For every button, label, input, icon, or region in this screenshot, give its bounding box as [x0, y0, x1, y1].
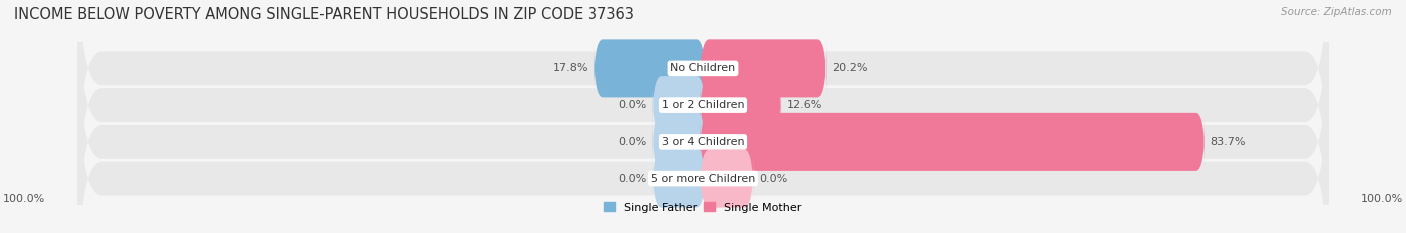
FancyBboxPatch shape	[77, 48, 1329, 233]
Text: 0.0%: 0.0%	[619, 174, 647, 184]
Text: 1 or 2 Children: 1 or 2 Children	[662, 100, 744, 110]
FancyBboxPatch shape	[652, 150, 706, 208]
Text: 0.0%: 0.0%	[619, 137, 647, 147]
Text: 0.0%: 0.0%	[759, 174, 787, 184]
Text: 5 or more Children: 5 or more Children	[651, 174, 755, 184]
FancyBboxPatch shape	[652, 76, 706, 134]
Text: 83.7%: 83.7%	[1211, 137, 1246, 147]
Text: 100.0%: 100.0%	[1361, 194, 1403, 204]
FancyBboxPatch shape	[77, 0, 1329, 233]
FancyBboxPatch shape	[700, 39, 827, 97]
Text: 3 or 4 Children: 3 or 4 Children	[662, 137, 744, 147]
Legend: Single Father, Single Mother: Single Father, Single Mother	[605, 202, 801, 212]
Text: Source: ZipAtlas.com: Source: ZipAtlas.com	[1281, 7, 1392, 17]
Text: INCOME BELOW POVERTY AMONG SINGLE-PARENT HOUSEHOLDS IN ZIP CODE 37363: INCOME BELOW POVERTY AMONG SINGLE-PARENT…	[14, 7, 634, 22]
FancyBboxPatch shape	[77, 0, 1329, 199]
FancyBboxPatch shape	[77, 12, 1329, 233]
Text: 12.6%: 12.6%	[787, 100, 823, 110]
FancyBboxPatch shape	[593, 39, 706, 97]
FancyBboxPatch shape	[700, 113, 1205, 171]
Text: 17.8%: 17.8%	[553, 63, 588, 73]
Text: 100.0%: 100.0%	[3, 194, 45, 204]
FancyBboxPatch shape	[652, 113, 706, 171]
Text: 0.0%: 0.0%	[619, 100, 647, 110]
Text: 20.2%: 20.2%	[832, 63, 868, 73]
FancyBboxPatch shape	[700, 150, 754, 208]
FancyBboxPatch shape	[700, 76, 782, 134]
Text: No Children: No Children	[671, 63, 735, 73]
